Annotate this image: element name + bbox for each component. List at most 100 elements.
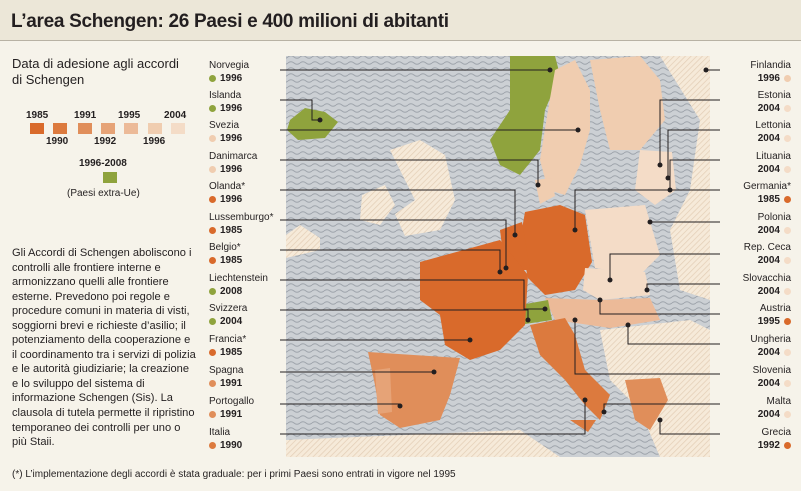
year-dot [209, 74, 216, 82]
legend-year: 2004 [164, 110, 187, 121]
year-dot [209, 226, 216, 234]
country-name: Polonia [757, 212, 791, 223]
year-dot [784, 226, 791, 234]
land-russia [660, 56, 710, 300]
legend-swatch [124, 123, 138, 134]
country-year: 1996 [220, 164, 243, 175]
country-label-austria: Austria 1995 [758, 302, 791, 328]
country-year: 2004 [757, 347, 780, 358]
country-label-belgio: Belgio* 1985 [209, 241, 242, 267]
land-germany [520, 205, 592, 295]
leader-dots [317, 67, 709, 423]
legend-swatch [101, 123, 115, 134]
country-year: 2004 [757, 133, 780, 144]
country-year: 2004 [757, 409, 780, 420]
country-year: 2004 [757, 103, 780, 114]
country-name: Islanda [209, 90, 242, 101]
country-label-estonia: Estonia 2004 [758, 89, 791, 115]
country-name: Francia* [209, 334, 247, 345]
country-label-spagna: Spagna 1991 [209, 364, 243, 390]
land-norway [490, 56, 560, 175]
legend-year: 1996 [143, 136, 166, 147]
country-name: Lituania [755, 151, 791, 162]
country-name: Estonia [757, 90, 791, 101]
country-label-olanda: Olanda* 1996 [209, 180, 245, 206]
country-label-lussemburgo: Lussemburgo* 1985 [209, 211, 273, 237]
country-year: 1985 [757, 194, 780, 205]
year-dot [784, 348, 791, 356]
country-label-germania: Germania* 1985 [743, 180, 791, 206]
year-dot [209, 348, 216, 356]
country-name: Svezia [209, 120, 240, 131]
year-dot [784, 287, 791, 295]
land-sicily [570, 420, 596, 432]
leader-lines [280, 69, 720, 435]
legend-year: 1985 [26, 110, 49, 121]
country-name: Portogallo [209, 396, 255, 407]
country-year: 1996 [757, 73, 780, 84]
body-text: Gli Accordi di Schengen aboliscono i con… [12, 247, 196, 449]
land-north-africa [286, 430, 560, 457]
country-name: Danimarca [209, 151, 258, 162]
year-dot [784, 317, 791, 325]
land-poland [585, 205, 660, 275]
country-year: 2004 [757, 378, 780, 389]
year-dot [209, 165, 216, 173]
year-dot [784, 104, 791, 112]
country-name: Norvegia [209, 60, 250, 71]
legend-extra-year: 1996-2008 [79, 158, 127, 169]
year-dot [209, 379, 216, 387]
country-label-finlandia: Finlandia 1996 [750, 59, 791, 85]
land-portugal [375, 368, 392, 414]
country-year: 1990 [220, 440, 243, 451]
country-year: 2004 [220, 316, 243, 327]
country-label-svizzera: Svizzera 2004 [209, 302, 247, 328]
country-name: Germania* [743, 181, 791, 192]
year-dot [784, 441, 791, 449]
country-name: Finlandia [750, 60, 791, 71]
country-name: Liechtenstein [209, 273, 268, 284]
country-year: 1996 [220, 73, 243, 84]
legend-extra-label: (Paesi extra-Ue) [67, 188, 140, 199]
country-name: Austria [759, 303, 791, 314]
year-dot [209, 195, 216, 203]
country-year: 1996 [220, 194, 243, 205]
country-year: 2004 [757, 164, 780, 175]
country-name: Belgio* [209, 242, 241, 253]
legend-swatch [30, 123, 44, 134]
country-name: Olanda* [209, 181, 246, 192]
country-label-svezia: Svezia 1996 [209, 119, 242, 145]
year-dot [784, 74, 791, 82]
country-label-lituania: Lituania 2004 [756, 150, 791, 176]
year-dot [209, 441, 216, 449]
country-name: Rep. Ceca [743, 242, 791, 253]
country-label-liechtenstein: Liechtenstein 2008 [209, 272, 268, 298]
year-dot [209, 410, 216, 418]
land-ireland [360, 185, 395, 225]
legend-swatch [171, 123, 185, 134]
title-bar: L’area Schengen: 26 Paesi e 400 milioni … [0, 0, 801, 41]
land-finland [590, 56, 665, 150]
country-name: Slovacchia [742, 273, 791, 284]
year-dot [209, 134, 216, 142]
country-name: Slovenia [752, 365, 791, 376]
country-year: 1985 [220, 347, 243, 358]
country-year: 1985 [220, 225, 243, 236]
legend-heading: Data di adesione agli accordi di Schenge… [12, 56, 179, 87]
year-dot [209, 287, 216, 295]
year-dot [784, 410, 791, 418]
country-year: 1991 [220, 409, 243, 420]
country-name: Italia [209, 427, 231, 438]
legend-year: 1990 [46, 136, 69, 147]
year-dot [784, 134, 791, 142]
country-label-grecia: Grecia 1992 [758, 426, 791, 452]
land-iceland [287, 108, 338, 140]
country-name: Ungheria [750, 334, 791, 345]
year-dot [784, 195, 791, 203]
country-name: Lussemburgo* [209, 212, 274, 223]
country-label-slovacchia: Slovacchia 2004 [743, 272, 791, 298]
year-dot [209, 104, 216, 112]
page-title: L’area Schengen: 26 Paesi e 400 milioni … [11, 11, 449, 32]
country-label-rep-ceca: Rep. Ceca 2004 [744, 241, 791, 267]
land-uk [390, 140, 455, 236]
